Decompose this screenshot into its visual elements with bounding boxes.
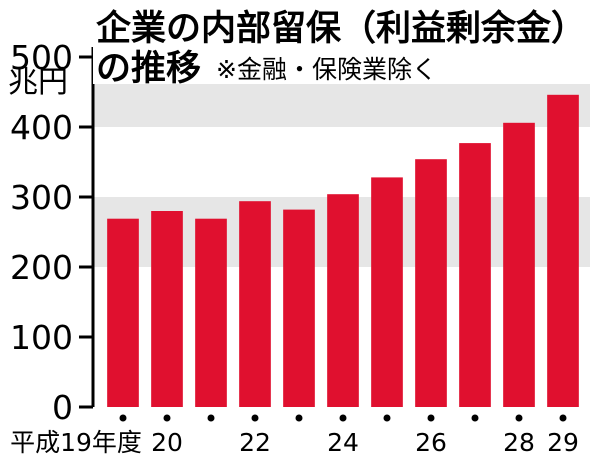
x-tick-dot xyxy=(515,414,523,422)
bar xyxy=(327,194,359,407)
bar xyxy=(503,122,535,408)
y-tick-label: 400 xyxy=(10,108,73,147)
x-tick-dot xyxy=(383,414,391,422)
title-background xyxy=(93,4,591,84)
x-tick-label: 26 xyxy=(415,428,447,457)
bar xyxy=(547,94,579,408)
bar xyxy=(107,218,139,407)
x-tick-label: 24 xyxy=(327,428,359,457)
x-tick-dot xyxy=(295,414,303,422)
bar xyxy=(459,143,491,407)
bar xyxy=(151,211,183,407)
bar xyxy=(195,218,227,407)
chart-note: ※金融・保険業除く xyxy=(216,55,437,84)
y-tick-label: 0 xyxy=(52,388,73,427)
y-unit-label: 兆円 xyxy=(8,65,68,100)
x-tick-dot xyxy=(559,414,567,422)
x-tick-label: 28 xyxy=(503,428,535,457)
y-tick-label: 100 xyxy=(10,318,73,357)
chart-title: 企業の内部留保（利益剰余金） xyxy=(96,8,586,49)
x-tick-dot xyxy=(339,414,347,422)
x-tick-label: 22 xyxy=(239,428,271,457)
chart-subtitle: の推移 xyxy=(96,49,201,89)
y-tick-label: 300 xyxy=(10,178,73,217)
x-axis: 平成19年度 20 22 24 26 28 29 xyxy=(10,414,579,457)
y-tick-label: 200 xyxy=(10,248,73,287)
bar xyxy=(371,177,403,407)
bars xyxy=(107,94,579,408)
bar xyxy=(415,159,447,407)
x-tick-dot xyxy=(119,414,127,422)
x-tick-label: 平成19年度 xyxy=(10,428,142,457)
x-tick-dot xyxy=(251,414,259,422)
x-tick-dot xyxy=(471,414,479,422)
x-tick-label: 20 xyxy=(151,428,183,457)
bar xyxy=(239,201,271,407)
x-tick-dot xyxy=(207,414,215,422)
x-tick-label: 29 xyxy=(547,428,579,457)
y-axis: 0 100 200 300 400 500 xyxy=(10,38,95,427)
x-tick-dot xyxy=(163,414,171,422)
bar xyxy=(283,209,315,407)
x-tick-dot xyxy=(427,414,435,422)
y-tick-label: 500 xyxy=(10,38,73,77)
